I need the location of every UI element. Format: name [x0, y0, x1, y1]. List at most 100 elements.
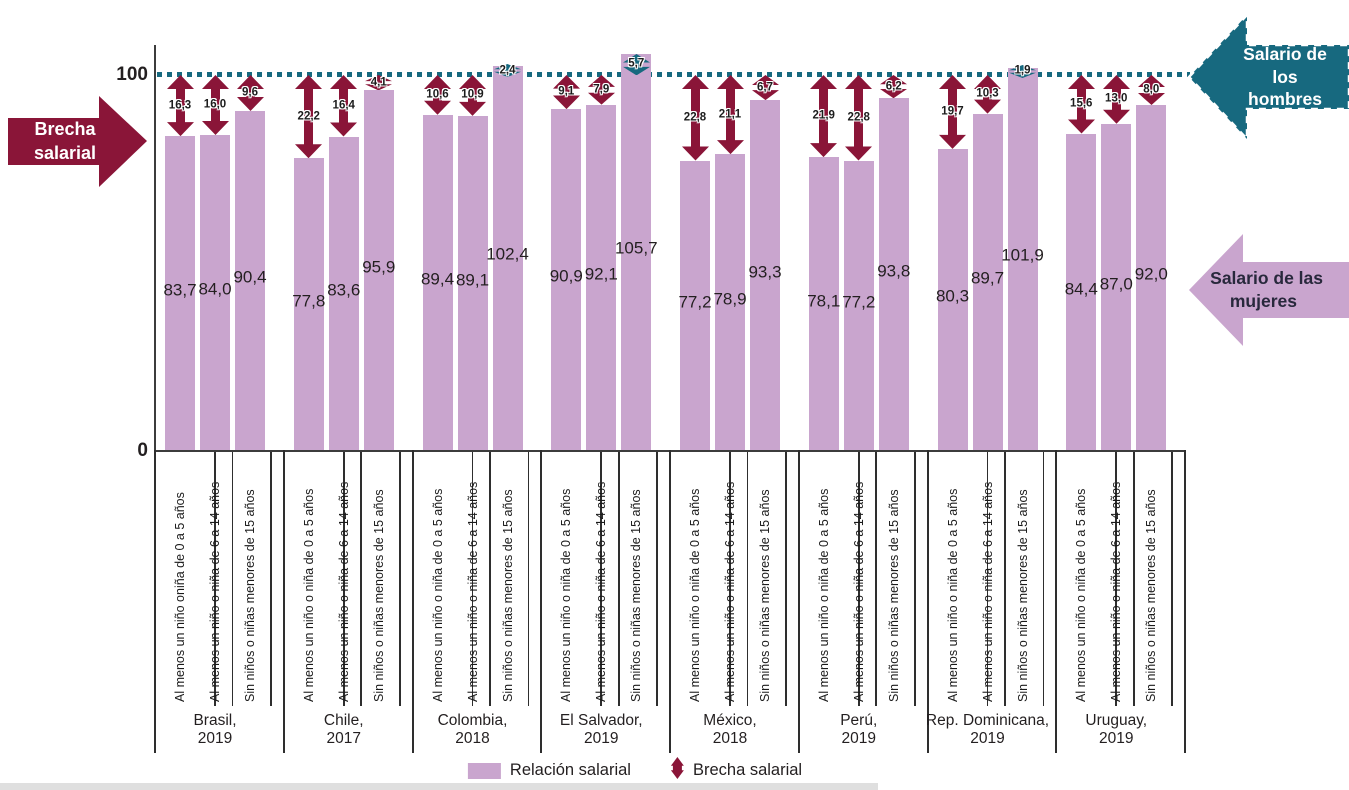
bar-value-label: 89,1 [455, 270, 490, 290]
bar-value-label: 83,7 [163, 280, 197, 300]
gap-arrow [622, 53, 650, 75]
left-arrow-icon [1187, 11, 1349, 143]
wage-ratio-bar [328, 136, 359, 450]
gap-arrow [295, 75, 323, 159]
wage-ratio-bar [200, 135, 230, 450]
double-arrow-icon [751, 75, 779, 101]
double-arrow-icon [552, 75, 580, 110]
wage-gap-callout: Brecha salarial [8, 93, 148, 190]
double-arrow-icon [845, 75, 873, 161]
wage-ratio-bar [621, 53, 652, 450]
bar-category-label: Sin niños o niñas menores de 15 años [1144, 489, 1159, 702]
double-arrow-icon [330, 75, 358, 137]
gap-arrow [236, 75, 264, 111]
country-separator-line [1055, 450, 1058, 753]
country-separator-line [669, 450, 671, 753]
country-label: Perú, 2019 [840, 712, 878, 747]
double-arrow-icon [1009, 64, 1036, 78]
double-arrow-icon [459, 75, 486, 116]
wage-ratio-bar [165, 136, 195, 450]
double-arrow-icon [716, 75, 744, 155]
wage-ratio-bar [680, 160, 710, 450]
double-arrow-icon [166, 75, 194, 137]
label-separator-line [617, 452, 620, 706]
bar-category-label: Al menos un niño o niña de 6 a 14 años [723, 481, 737, 702]
label-separator-line [270, 452, 272, 706]
gap-arrow [880, 75, 908, 99]
double-arrow-icon [622, 53, 650, 75]
wage-ratio-bar [750, 100, 780, 450]
gap-value-label: 10,9 [461, 88, 484, 101]
label-separator-line [398, 452, 401, 706]
bar-category-label: Al menos un niño o niña de 0 a 5 años [301, 488, 316, 702]
label-separator-line [342, 452, 345, 706]
wage-ratio-bar [937, 148, 968, 450]
country-separator-line [1184, 450, 1186, 753]
gap-arrow [716, 75, 744, 155]
label-separator-line [1004, 452, 1006, 706]
bar-value-label: 93,3 [748, 262, 782, 282]
double-arrow-icon [201, 75, 229, 135]
gap-arrow [459, 75, 486, 116]
bar-value-label: 93,8 [877, 261, 911, 281]
wage-ratio-bar [363, 90, 394, 450]
wage-ratio-bar [1066, 133, 1097, 450]
gap-arrow [587, 75, 615, 105]
gap-arrow [365, 75, 393, 91]
country-label: Brasil, 2019 [193, 712, 237, 747]
wage-ratio-bar [457, 115, 488, 450]
bar-value-label: 95,9 [362, 257, 396, 277]
men-wage-reference-line [157, 72, 1190, 77]
wage-gap-arrow-icon [670, 757, 684, 784]
gap-arrow [494, 64, 521, 77]
label-separator-line [875, 452, 878, 706]
country-label: Chile, 2017 [323, 712, 364, 747]
wage-gap-callout-text: Brecha salarial [33, 119, 97, 163]
double-arrow-icon [681, 75, 709, 161]
wage-ratio-swatch [467, 762, 501, 779]
gap-value-label: 21,1 [718, 107, 742, 120]
gap-arrow [845, 75, 873, 161]
gap-value-label: 16,3 [168, 98, 192, 111]
wage-ratio-bar [235, 111, 265, 450]
double-arrow-icon [365, 75, 393, 91]
bar-value-label: 77,2 [678, 292, 712, 312]
label-separator-line [489, 452, 491, 706]
country-label: Colombia, 2018 [437, 712, 508, 747]
bar-value-label: 92,1 [584, 264, 618, 284]
bar-category-label: Al menos un niño o niña de 0 a 5 años [1074, 488, 1089, 702]
wage-ratio-bar [878, 98, 909, 450]
bar-value-label: 84,0 [198, 279, 232, 299]
bar-category-label: Sin niños o niñas menores de 15 años [629, 489, 644, 702]
gap-arrow [166, 75, 194, 137]
wage-ratio-bar [422, 114, 453, 450]
double-arrow-icon [939, 75, 966, 149]
label-separator-line [986, 452, 989, 706]
bar-category-label: Al menos un niño o niña de 6 a 14 años [1109, 481, 1124, 702]
label-separator-line [1132, 452, 1135, 706]
bar-value-label: 87,0 [1099, 274, 1133, 294]
gap-value-label: 15,6 [1070, 97, 1093, 110]
gap-value-label: 22,8 [847, 111, 870, 123]
double-arrow-icon [424, 75, 451, 115]
wage-ratio-bar [586, 104, 617, 450]
double-arrow-icon [295, 75, 323, 159]
gap-arrow [939, 75, 966, 149]
double-arrow-icon [810, 75, 838, 158]
double-arrow-icon [670, 757, 684, 779]
bar-category-label: Al menos un niño o niña de 6 a 14 años [980, 481, 995, 702]
gap-arrow [681, 75, 709, 161]
label-separator-line [527, 452, 530, 706]
gap-arrow [424, 75, 451, 115]
double-arrow-icon [974, 75, 1001, 114]
bar-value-label: 90,4 [233, 267, 267, 287]
bar-category-label: Al menos un niño o niña de 6 a 14 años [594, 481, 609, 702]
wage-ratio-bar [1136, 105, 1167, 450]
label-separator-line [785, 452, 787, 706]
bar-value-label: 78,9 [713, 289, 747, 309]
gap-value-label: 22,2 [297, 109, 320, 122]
gap-value-label: 9,1 [558, 85, 575, 98]
gap-value-label: 10,3 [976, 87, 999, 100]
gap-value-label: 19,7 [941, 105, 964, 118]
